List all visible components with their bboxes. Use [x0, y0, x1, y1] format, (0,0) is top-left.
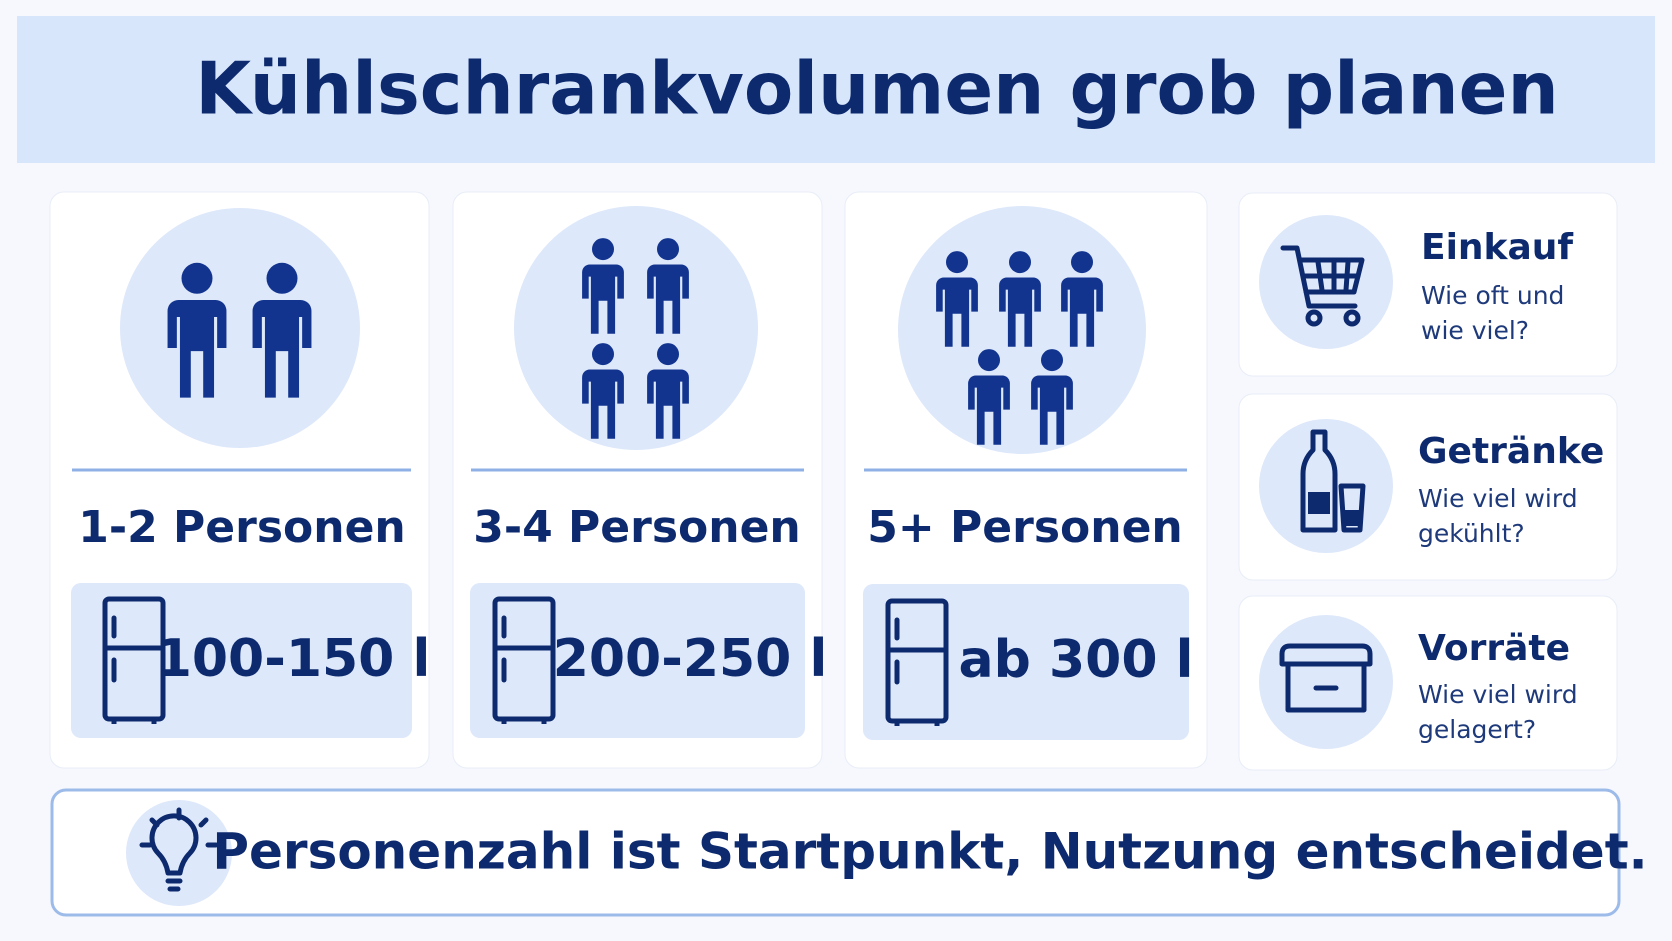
factor-card: Vorräte Wie viel wird gelagert?: [1238, 595, 1618, 771]
tip-text: Personenzahl ist Startpunkt, Nutzung ent…: [212, 823, 1647, 881]
factor-card: Einkauf Wie oft und wie viel?: [1238, 192, 1618, 377]
card: 1-2 Personen 100-150 l: [49, 191, 431, 769]
factor-text: gelagert?: [1418, 715, 1536, 744]
card-label: 5+ Personen: [867, 502, 1183, 553]
card-label: 3-4 Personen: [473, 502, 801, 553]
tip-bar: Personenzahl ist Startpunkt, Nutzung ent…: [50, 788, 1648, 917]
factor-title: Einkauf: [1421, 227, 1573, 268]
factor-text: Wie viel wird: [1418, 680, 1578, 709]
factor-text: Wie oft und: [1421, 281, 1564, 310]
card-volume: ab 300 l: [959, 630, 1194, 690]
card-label: 1-2 Personen: [78, 502, 406, 553]
card-volume: 100-150 l: [156, 629, 431, 689]
card: 5+ Personen ab 300 l: [844, 191, 1208, 769]
title-banner: [17, 16, 1655, 163]
factor-text: gekühlt?: [1418, 519, 1525, 548]
factor-title: Vorräte: [1418, 628, 1570, 669]
card-volume: 200-250 l: [553, 629, 828, 689]
factor-title: Getränke: [1418, 431, 1604, 472]
factor-card: Getränke Wie viel wird gekühlt?: [1238, 393, 1618, 581]
title: Kühlschrankvolumen grob planen: [195, 47, 1559, 131]
factor-text: wie viel?: [1421, 316, 1529, 345]
factor-text: Wie viel wird: [1418, 484, 1578, 513]
card: 3-4 Personen 200-250 l: [452, 191, 828, 769]
